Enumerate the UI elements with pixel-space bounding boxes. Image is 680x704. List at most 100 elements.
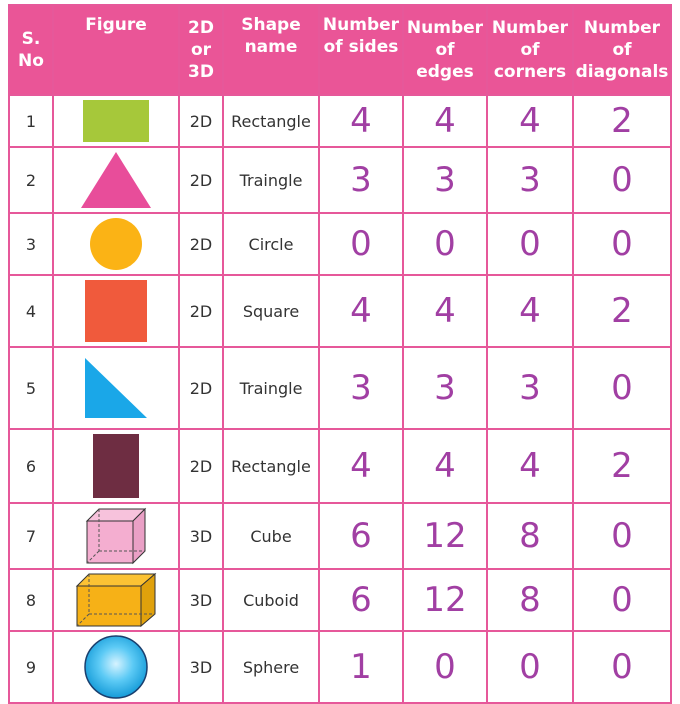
header-edges: Number of edges bbox=[402, 4, 488, 96]
sno-cell: 9 bbox=[8, 630, 54, 704]
figure-cell bbox=[52, 274, 180, 348]
corners-cell: 3 bbox=[486, 146, 574, 214]
figure-cell bbox=[52, 428, 180, 504]
dimension-cell: 3D bbox=[178, 630, 224, 704]
sides-cell: 1 bbox=[318, 630, 404, 704]
dimension-cell: 2D bbox=[178, 274, 224, 348]
table-row: 5 2D Traingle 3 3 3 0 bbox=[8, 346, 672, 430]
table-row: 6 2D Rectangle 4 4 4 2 bbox=[8, 428, 672, 504]
shape-name-cell: Cuboid bbox=[222, 568, 320, 632]
sno-cell: 7 bbox=[8, 502, 54, 570]
figure-cell bbox=[52, 346, 180, 430]
sno-cell: 1 bbox=[8, 94, 54, 148]
diagonals-cell: 0 bbox=[572, 212, 672, 276]
table-row: 1 2D Rectangle 4 4 4 2 bbox=[8, 94, 672, 148]
orange-circle-icon bbox=[90, 218, 142, 270]
blue-right-triangle-icon bbox=[85, 358, 147, 418]
table-row: 3 2D Circle 0 0 0 0 bbox=[8, 212, 672, 276]
blue-sphere-icon bbox=[84, 635, 148, 699]
sno-cell: 6 bbox=[8, 428, 54, 504]
header-shape-name: Shape name bbox=[222, 4, 320, 96]
edges-cell: 12 bbox=[402, 568, 488, 632]
header-dimension: 2D or 3D bbox=[178, 4, 224, 96]
diagonals-cell: 0 bbox=[572, 568, 672, 632]
header-row: S. No Figure 2D or 3D Shape name Number … bbox=[8, 4, 672, 96]
figure-cell bbox=[52, 212, 180, 276]
red-square-icon bbox=[85, 280, 147, 342]
shape-name-cell: Circle bbox=[222, 212, 320, 276]
sno-cell: 3 bbox=[8, 212, 54, 276]
dimension-cell: 3D bbox=[178, 502, 224, 570]
table-row: 9 3D Sphere 1 0 0 0 bbox=[8, 630, 672, 704]
dimension-cell: 2D bbox=[178, 428, 224, 504]
header-diagonals: Number of diagonals bbox=[572, 4, 672, 96]
diagonals-cell: 0 bbox=[572, 146, 672, 214]
sno-cell: 5 bbox=[8, 346, 54, 430]
edges-cell: 3 bbox=[402, 346, 488, 430]
figure-cell bbox=[52, 502, 180, 570]
sides-cell: 4 bbox=[318, 428, 404, 504]
edges-cell: 12 bbox=[402, 502, 488, 570]
header-sno: S. No bbox=[8, 4, 54, 96]
dimension-cell: 2D bbox=[178, 94, 224, 148]
sides-cell: 4 bbox=[318, 274, 404, 348]
diagonals-cell: 0 bbox=[572, 346, 672, 430]
dimension-cell: 2D bbox=[178, 212, 224, 276]
edges-cell: 4 bbox=[402, 274, 488, 348]
diagonals-cell: 2 bbox=[572, 274, 672, 348]
sno-cell: 4 bbox=[8, 274, 54, 348]
edges-cell: 0 bbox=[402, 212, 488, 276]
corners-cell: 3 bbox=[486, 346, 574, 430]
sno-cell: 8 bbox=[8, 568, 54, 632]
figure-cell bbox=[52, 568, 180, 632]
sides-cell: 3 bbox=[318, 346, 404, 430]
shape-name-cell: Square bbox=[222, 274, 320, 348]
edges-cell: 4 bbox=[402, 428, 488, 504]
table-row: 7 3D Cube 6 12 8 0 bbox=[8, 502, 672, 570]
sides-cell: 3 bbox=[318, 146, 404, 214]
table-row: 4 2D Square 4 4 4 2 bbox=[8, 274, 672, 348]
sides-cell: 4 bbox=[318, 94, 404, 148]
sides-cell: 6 bbox=[318, 568, 404, 632]
shape-name-cell: Rectangle bbox=[222, 428, 320, 504]
corners-cell: 8 bbox=[486, 568, 574, 632]
header-corners: Number of corners bbox=[486, 4, 574, 96]
corners-cell: 4 bbox=[486, 94, 574, 148]
corners-cell: 4 bbox=[486, 428, 574, 504]
green-rectangle-icon bbox=[83, 100, 149, 142]
shape-name-cell: Cube bbox=[222, 502, 320, 570]
dimension-cell: 2D bbox=[178, 146, 224, 214]
diagonals-cell: 0 bbox=[572, 502, 672, 570]
pink-cube-icon bbox=[85, 507, 147, 565]
diagonals-cell: 2 bbox=[572, 94, 672, 148]
shape-name-cell: Traingle bbox=[222, 346, 320, 430]
edges-cell: 3 bbox=[402, 146, 488, 214]
figure-cell bbox=[52, 94, 180, 148]
figure-cell bbox=[52, 630, 180, 704]
orange-cuboid-icon bbox=[75, 572, 157, 628]
header-figure: Figure bbox=[52, 4, 180, 96]
shapes-table: S. No Figure 2D or 3D Shape name Number … bbox=[8, 4, 672, 704]
header-sides: Number of sides bbox=[318, 4, 404, 96]
dimension-cell: 2D bbox=[178, 346, 224, 430]
shape-name-cell: Rectangle bbox=[222, 94, 320, 148]
maroon-rectangle-icon bbox=[93, 434, 139, 498]
shape-name-cell: Traingle bbox=[222, 146, 320, 214]
pink-triangle-icon bbox=[81, 152, 151, 208]
corners-cell: 0 bbox=[486, 212, 574, 276]
diagonals-cell: 2 bbox=[572, 428, 672, 504]
sides-cell: 0 bbox=[318, 212, 404, 276]
sno-cell: 2 bbox=[8, 146, 54, 214]
corners-cell: 0 bbox=[486, 630, 574, 704]
sides-cell: 6 bbox=[318, 502, 404, 570]
corners-cell: 8 bbox=[486, 502, 574, 570]
edges-cell: 4 bbox=[402, 94, 488, 148]
diagonals-cell: 0 bbox=[572, 630, 672, 704]
dimension-cell: 3D bbox=[178, 568, 224, 632]
table-row: 8 3D Cuboid 6 12 8 0 bbox=[8, 568, 672, 632]
edges-cell: 0 bbox=[402, 630, 488, 704]
figure-cell bbox=[52, 146, 180, 214]
shape-name-cell: Sphere bbox=[222, 630, 320, 704]
corners-cell: 4 bbox=[486, 274, 574, 348]
table-row: 2 2D Traingle 3 3 3 0 bbox=[8, 146, 672, 214]
